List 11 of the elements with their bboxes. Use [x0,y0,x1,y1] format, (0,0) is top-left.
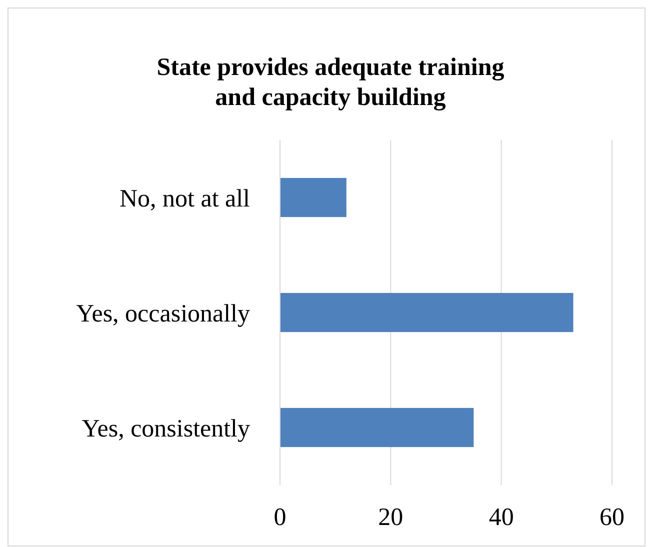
x-tick-label: 0 [274,504,286,531]
bar [280,292,574,332]
y-tick-label: Yes, occasionally [76,300,250,328]
y-tick-label: No, not at all [119,185,250,212]
bar [280,178,346,218]
y-tick-label: Yes, consistently [82,415,250,442]
x-tick-label: 40 [488,504,514,531]
x-tick-label: 60 [600,504,624,531]
chart-title: State provides adequate training and capacity building [156,54,505,111]
x-tick-label: 20 [378,504,404,531]
bar [280,408,474,448]
